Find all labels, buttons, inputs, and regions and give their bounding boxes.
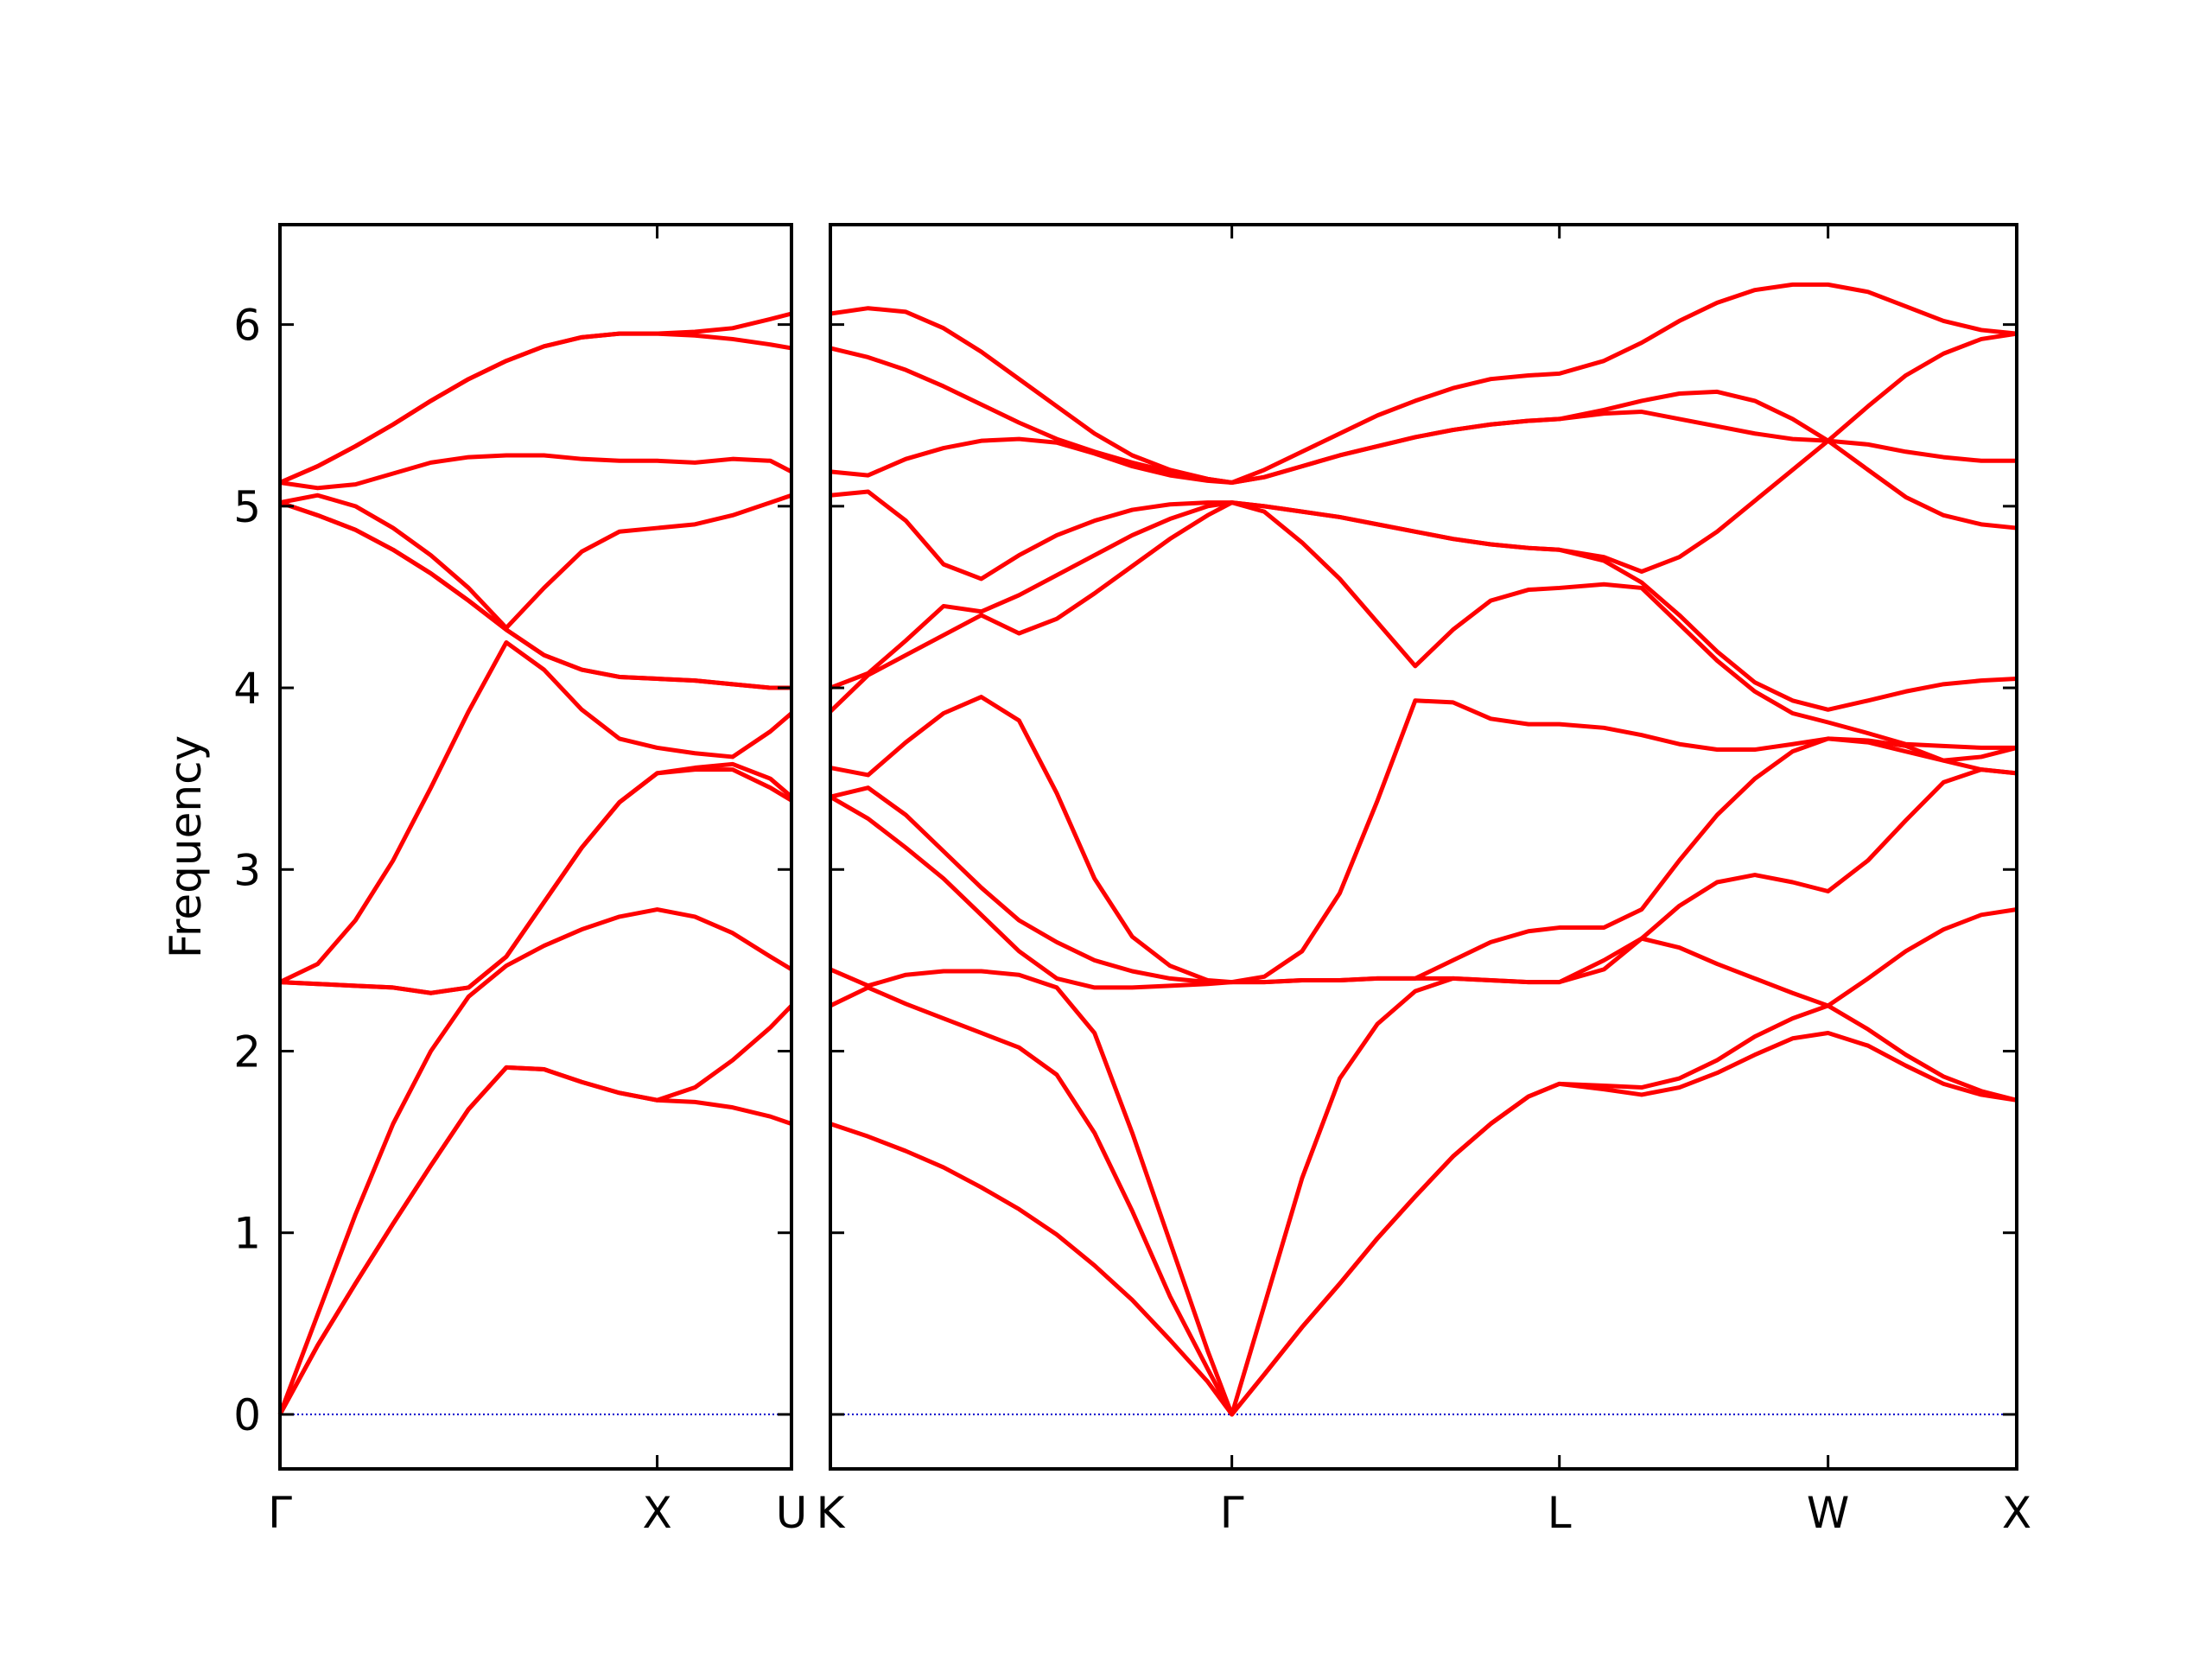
band-line: [830, 282, 2018, 486]
band-line: [277, 1065, 792, 1416]
x-tick-label: U: [776, 1488, 808, 1538]
y-tick-label: 2: [233, 1027, 261, 1077]
y-tick-label: 5: [233, 482, 261, 532]
band-line: [829, 767, 2018, 990]
band-line: [279, 453, 793, 491]
band-line: [277, 907, 793, 1415]
y-tick-label: 1: [233, 1209, 261, 1259]
band-line: [279, 767, 793, 995]
x-tick-label: W: [1807, 1488, 1849, 1538]
band-line: [830, 695, 2018, 985]
x-tick-label: X: [2002, 1488, 2031, 1538]
band-line: [830, 331, 2018, 486]
band-line: [830, 736, 2018, 985]
band-line: [279, 500, 791, 690]
plot-frame: [278, 223, 793, 1471]
band-line: [830, 438, 2018, 582]
x-tick-label: L: [1548, 1488, 1572, 1538]
band-line: [277, 1004, 793, 1416]
panel: 0 1 2 3 4 5 6 Γ X U Frequency: [161, 223, 808, 1538]
x-tick-label: X: [642, 1488, 671, 1538]
band-line: [279, 761, 793, 995]
band-line: [279, 311, 792, 485]
band-line: [829, 500, 2017, 750]
plot-frame: [829, 223, 2018, 1471]
x-tick-label: K: [817, 1488, 846, 1538]
band-line: [829, 985, 2018, 1417]
y-tick-label: 3: [233, 845, 261, 895]
band-line: [278, 640, 793, 984]
band-line: [830, 1030, 2018, 1417]
band-line: [830, 907, 2018, 1417]
x-tick-label: Γ: [268, 1488, 292, 1538]
y-tick-label: 6: [233, 301, 261, 351]
band-line: [279, 493, 792, 631]
y-axis-label: Frequency: [161, 735, 211, 958]
y-tick-label: 0: [233, 1390, 261, 1440]
x-tick-label: Γ: [1220, 1488, 1244, 1538]
y-tick-label: 4: [233, 664, 261, 714]
